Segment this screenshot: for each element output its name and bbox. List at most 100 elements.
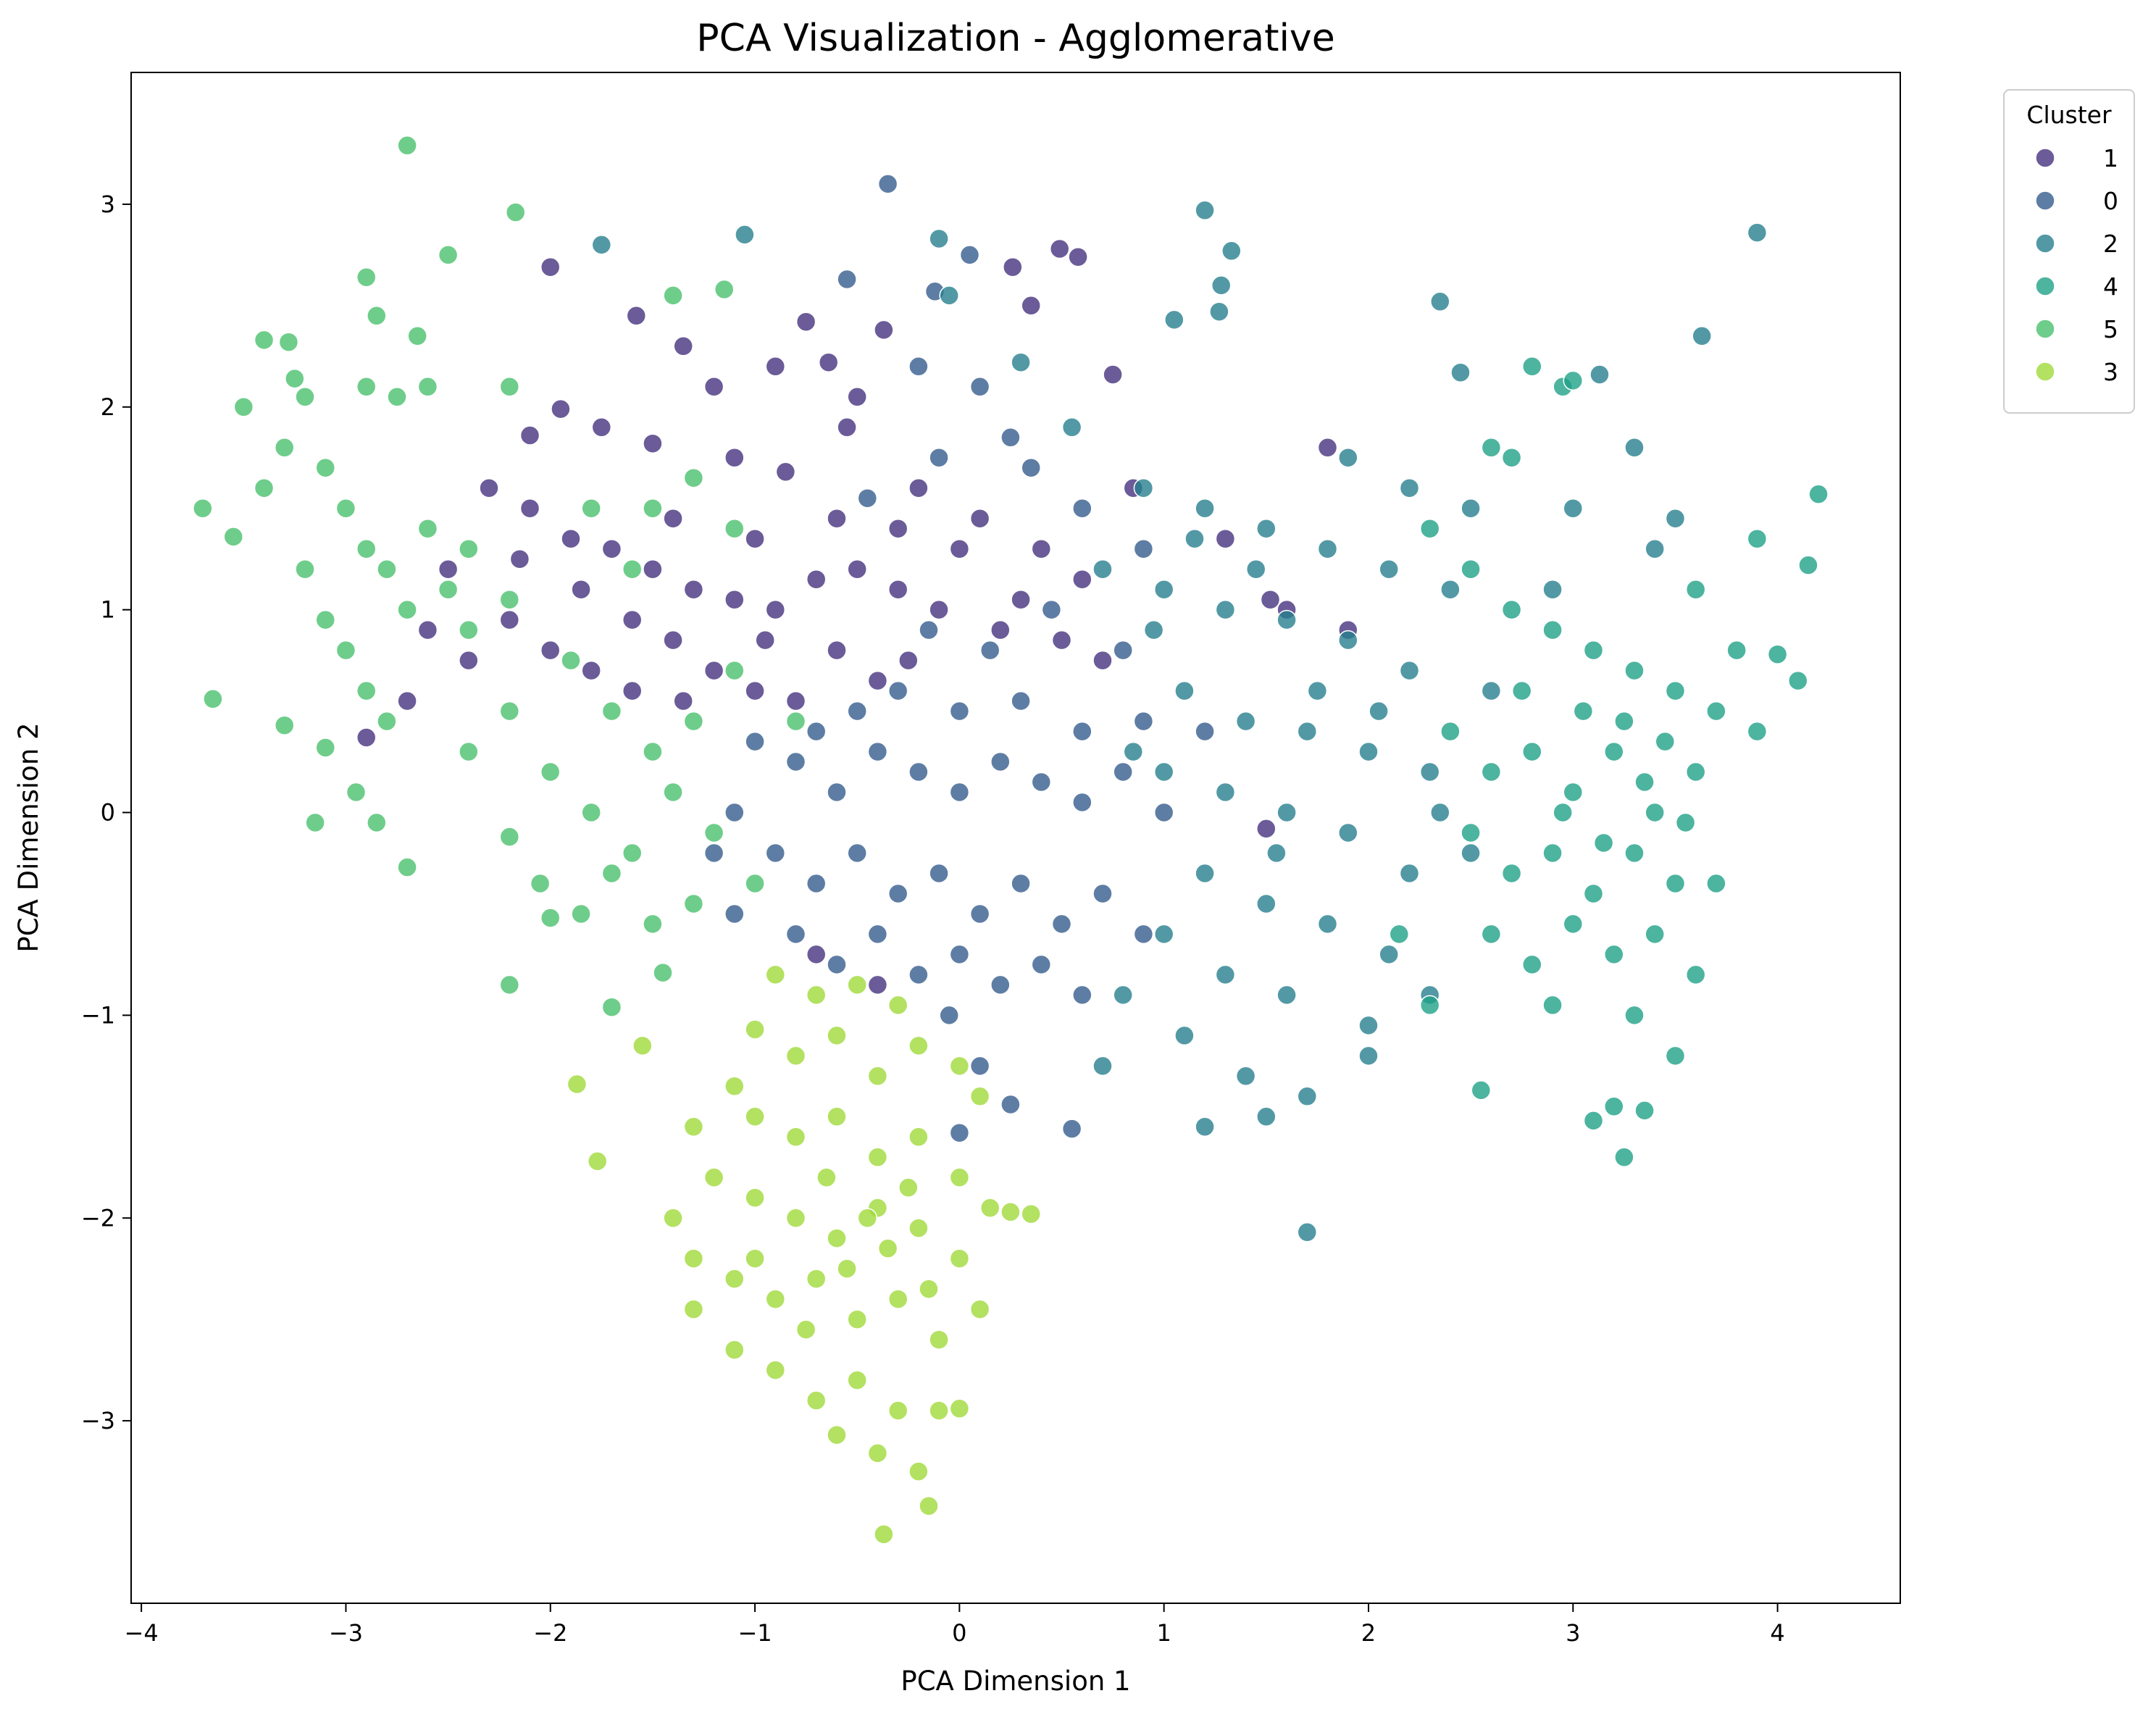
- data-point: [1051, 914, 1072, 935]
- legend-label: 1: [2103, 144, 2118, 172]
- data-point: [827, 1228, 847, 1248]
- data-point: [1788, 670, 1808, 691]
- data-point: [1103, 364, 1123, 385]
- data-point: [1589, 364, 1610, 385]
- data-point: [1461, 498, 1481, 519]
- data-point: [765, 1360, 786, 1380]
- data-point: [847, 974, 867, 995]
- data-point: [581, 498, 601, 519]
- data-point: [1235, 711, 1256, 732]
- series-0: [703, 174, 1215, 1143]
- data-point: [1245, 559, 1266, 580]
- data-point: [1501, 863, 1522, 884]
- data-point: [949, 1122, 970, 1143]
- data-point: [827, 640, 847, 661]
- data-point: [1021, 457, 1041, 478]
- data-point: [874, 1524, 894, 1545]
- data-point: [1221, 241, 1242, 262]
- data-point: [806, 569, 827, 590]
- data-point: [969, 1086, 990, 1107]
- data-point: [663, 508, 683, 529]
- data-point: [1481, 680, 1502, 701]
- data-point: [1051, 630, 1072, 651]
- data-point: [806, 944, 827, 965]
- data-point: [724, 589, 745, 610]
- data-point: [1563, 498, 1584, 519]
- data-point: [601, 863, 622, 884]
- data-point: [673, 690, 693, 711]
- series-4: [1389, 356, 1829, 1168]
- data-point: [1195, 721, 1215, 742]
- data-point: [499, 827, 520, 847]
- data-point: [714, 279, 735, 300]
- data-point: [1583, 1111, 1604, 1131]
- data-point: [1072, 985, 1092, 1006]
- data-point: [315, 609, 335, 630]
- data-point: [816, 1167, 837, 1188]
- data-point: [1583, 640, 1604, 661]
- data-point: [867, 974, 888, 995]
- data-point: [877, 1238, 898, 1258]
- data-point: [1195, 1116, 1215, 1137]
- data-point: [305, 812, 325, 833]
- data-point: [795, 312, 816, 332]
- data-point: [591, 417, 612, 438]
- data-point: [939, 285, 959, 306]
- data-point: [1184, 528, 1205, 549]
- legend-marker: [2035, 362, 2055, 382]
- data-point: [1011, 352, 1031, 372]
- data-point: [1338, 447, 1358, 468]
- data-point: [1706, 701, 1726, 722]
- data-point: [643, 498, 663, 519]
- data-point: [540, 761, 561, 782]
- data-point: [567, 1074, 588, 1095]
- data-point: [397, 599, 417, 620]
- legend-label: 2: [2103, 230, 2118, 258]
- data-point: [1685, 964, 1706, 985]
- legend-entries: 1 0 2 4 5 3: [2035, 144, 2118, 386]
- data-point: [1215, 964, 1236, 985]
- data-point: [356, 377, 377, 397]
- data-point: [1031, 772, 1052, 793]
- data-point: [990, 974, 1011, 995]
- data-point: [1358, 1045, 1379, 1066]
- data-point: [1011, 873, 1031, 894]
- data-point: [724, 802, 745, 823]
- data-point: [785, 924, 806, 945]
- data-point: [1379, 559, 1399, 580]
- data-point: [867, 1066, 888, 1087]
- data-point: [1685, 579, 1706, 600]
- data-point: [1215, 782, 1236, 803]
- data-point: [867, 924, 888, 945]
- data-point: [847, 387, 867, 407]
- data-point: [1692, 326, 1712, 346]
- data-point: [643, 741, 663, 762]
- data-point: [1747, 528, 1768, 549]
- data-point: [1542, 619, 1563, 640]
- data-point: [887, 1289, 908, 1309]
- legend-title: Cluster: [2026, 101, 2112, 129]
- data-point: [1260, 589, 1281, 610]
- data-point: [581, 660, 601, 681]
- data-point: [1215, 528, 1236, 549]
- data-point: [1358, 741, 1379, 762]
- data-point: [1481, 761, 1502, 782]
- data-point: [1021, 1203, 1041, 1224]
- data-point: [1665, 508, 1686, 529]
- data-point: [724, 1269, 745, 1289]
- data-point: [335, 498, 356, 519]
- data-point: [806, 1390, 827, 1411]
- data-point: [1440, 579, 1461, 600]
- data-point: [540, 256, 561, 277]
- data-point: [377, 711, 397, 732]
- data-point: [622, 843, 643, 864]
- data-point: [867, 1147, 888, 1168]
- data-point: [622, 559, 643, 580]
- x-tick-label: 0: [952, 1619, 966, 1647]
- data-point: [367, 812, 387, 833]
- data-point: [1092, 883, 1113, 904]
- data-point: [837, 1258, 857, 1279]
- data-point: [703, 822, 724, 843]
- data-point: [346, 782, 367, 803]
- data-point: [1068, 246, 1088, 267]
